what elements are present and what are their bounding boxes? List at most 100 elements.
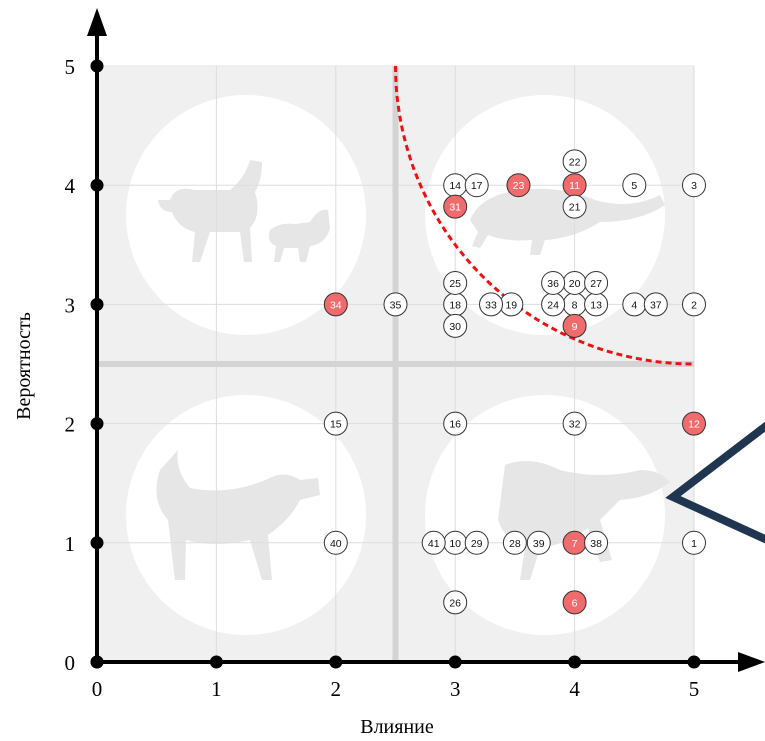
risk-point-41[interactable]: 41 (422, 531, 445, 554)
risk-point-label: 13 (590, 299, 602, 311)
risk-point-7[interactable]: 7 (563, 531, 586, 554)
risk-point-label: 17 (471, 180, 483, 192)
risk-point-24[interactable]: 24 (542, 293, 565, 316)
risk-point-37[interactable]: 37 (644, 293, 667, 316)
y-tick-label: 0 (65, 651, 76, 675)
risk-point-label: 32 (569, 419, 581, 431)
risk-point-34[interactable]: 34 (324, 293, 347, 316)
risk-point-38[interactable]: 38 (585, 531, 608, 554)
y-tick-label: 3 (65, 293, 76, 317)
x-tick-label: 3 (450, 677, 461, 701)
risk-point-label: 22 (569, 156, 581, 168)
risk-point-2[interactable]: 2 (683, 293, 706, 316)
risk-point-label: 24 (547, 299, 559, 311)
risk-point-label: 26 (449, 597, 461, 609)
risk-point-36[interactable]: 36 (542, 271, 565, 294)
risk-point-label: 41 (428, 538, 440, 550)
risk-point-5[interactable]: 5 (623, 174, 646, 197)
risk-point-label: 19 (505, 299, 517, 311)
risk-point-label: 18 (449, 299, 461, 311)
y-tick-label: 2 (65, 413, 76, 437)
risk-point-6[interactable]: 6 (563, 591, 586, 614)
risk-point-label: 25 (449, 278, 461, 290)
risk-point-label: 15 (330, 419, 342, 431)
risk-point-11[interactable]: 11 (563, 174, 586, 197)
risk-point-22[interactable]: 22 (563, 150, 586, 173)
risk-point-33[interactable]: 33 (480, 293, 503, 316)
risk-point-label: 8 (572, 299, 578, 311)
x-tick-labels: 0 1 2 3 4 5 (92, 677, 700, 701)
risk-point-label: 11 (569, 180, 580, 192)
risk-point-3[interactable]: 3 (683, 174, 706, 197)
y-tick-dot (91, 60, 104, 73)
y-axis-title: Вероятность (13, 312, 35, 420)
risk-point-29[interactable]: 29 (465, 531, 488, 554)
risk-point-14[interactable]: 14 (444, 174, 467, 197)
risk-point-1[interactable]: 1 (683, 531, 706, 554)
risk-point-8[interactable]: 8 (563, 293, 586, 316)
risk-point-12[interactable]: 12 (683, 412, 706, 435)
risk-point-label: 30 (449, 321, 461, 333)
risk-point-9[interactable]: 9 (563, 314, 586, 337)
risk-point-label: 6 (572, 597, 578, 609)
risk-point-18[interactable]: 18 (444, 293, 467, 316)
risk-point-label: 31 (449, 202, 461, 214)
risk-point-label: 2 (691, 299, 697, 311)
y-axis-arrow-icon (87, 8, 107, 36)
y-tick-label: 4 (65, 174, 76, 198)
risk-point-label: 21 (569, 202, 581, 214)
y-tick-label: 5 (65, 55, 76, 79)
risk-point-16[interactable]: 16 (444, 412, 467, 435)
risk-point-label: 35 (390, 299, 402, 311)
risk-point-21[interactable]: 21 (563, 195, 586, 218)
risk-point-27[interactable]: 27 (585, 271, 608, 294)
y-tick-labels: 0 1 2 3 4 5 (65, 55, 76, 675)
y-tick-dot (91, 298, 104, 311)
risk-point-label: 20 (569, 278, 581, 290)
risk-point-label: 28 (509, 538, 521, 550)
x-tick-label: 5 (689, 677, 700, 701)
y-tick-label: 1 (65, 532, 76, 556)
risk-point-label: 37 (650, 299, 662, 311)
x-tick-dot (568, 656, 581, 669)
risk-point-28[interactable]: 28 (503, 531, 526, 554)
risk-point-label: 1 (691, 538, 697, 550)
x-tick-label: 1 (211, 677, 222, 701)
risk-point-label: 36 (547, 278, 559, 290)
risk-point-31[interactable]: 31 (444, 195, 467, 218)
risk-point-40[interactable]: 40 (324, 531, 347, 554)
risk-point-13[interactable]: 13 (585, 293, 608, 316)
risk-point-4[interactable]: 4 (623, 293, 646, 316)
risk-point-15[interactable]: 15 (324, 412, 347, 435)
risk-point-19[interactable]: 19 (500, 293, 523, 316)
x-tick-label: 0 (92, 677, 103, 701)
risk-point-32[interactable]: 32 (563, 412, 586, 435)
risk-point-26[interactable]: 26 (444, 591, 467, 614)
risk-point-label: 33 (485, 299, 497, 311)
risk-point-39[interactable]: 39 (527, 531, 550, 554)
y-tick-dot (91, 417, 104, 430)
risk-point-20[interactable]: 20 (563, 271, 586, 294)
risk-point-label: 16 (449, 419, 461, 431)
risk-point-label: 39 (533, 538, 545, 550)
x-tick-label: 4 (569, 677, 580, 701)
risk-point-label: 4 (631, 299, 637, 311)
x-tick-dot (210, 656, 223, 669)
x-axis-arrow-icon (738, 652, 765, 672)
risk-point-30[interactable]: 30 (444, 314, 467, 337)
risk-point-35[interactable]: 35 (384, 293, 407, 316)
y-tick-dot (91, 656, 104, 669)
risk-point-label: 3 (691, 180, 697, 192)
risk-point-10[interactable]: 10 (444, 531, 467, 554)
risk-point-label: 34 (330, 299, 342, 311)
x-tick-label: 2 (331, 677, 342, 701)
risk-point-25[interactable]: 25 (444, 271, 467, 294)
risk-point-label: 40 (330, 538, 342, 550)
risk-point-label: 14 (449, 180, 461, 192)
risk-point-label: 7 (572, 538, 578, 550)
risk-point-23[interactable]: 23 (507, 174, 530, 197)
x-axis-title: Влияние (360, 716, 434, 738)
x-tick-dot (688, 656, 701, 669)
risk-point-17[interactable]: 17 (465, 174, 488, 197)
